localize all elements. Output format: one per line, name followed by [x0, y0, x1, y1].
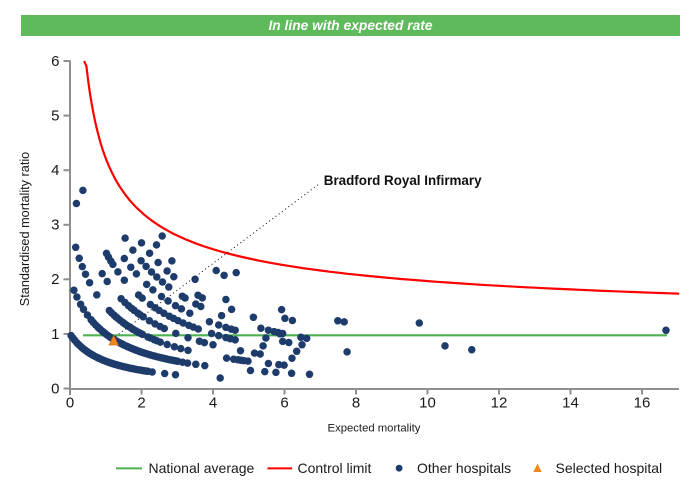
svg-text:6: 6: [280, 395, 288, 412]
svg-text:National average: National average: [149, 460, 255, 476]
svg-text:4: 4: [51, 162, 59, 179]
svg-text:10: 10: [419, 395, 436, 412]
svg-text:2: 2: [137, 395, 145, 412]
svg-text:4: 4: [209, 395, 217, 412]
svg-text:Standardised mortality ratio: Standardised mortality ratio: [18, 152, 32, 306]
svg-text:Control limit: Control limit: [298, 460, 372, 476]
svg-text:14: 14: [562, 395, 579, 412]
svg-text:Other hospitals: Other hospitals: [417, 460, 511, 476]
svg-text:12: 12: [491, 395, 508, 412]
svg-text:0: 0: [66, 395, 74, 412]
svg-text:Bradford Royal Infirmary: Bradford Royal Infirmary: [324, 173, 482, 188]
svg-text:2: 2: [51, 271, 59, 288]
svg-text:5: 5: [51, 108, 59, 125]
svg-text:1: 1: [51, 326, 59, 343]
svg-text:8: 8: [352, 395, 360, 412]
svg-text:Selected hospital: Selected hospital: [556, 460, 663, 476]
svg-text:6: 6: [51, 53, 59, 70]
svg-text:Expected mortality: Expected mortality: [328, 423, 421, 435]
svg-text:16: 16: [634, 395, 651, 412]
svg-text:3: 3: [51, 217, 59, 234]
svg-text:0: 0: [51, 380, 59, 397]
